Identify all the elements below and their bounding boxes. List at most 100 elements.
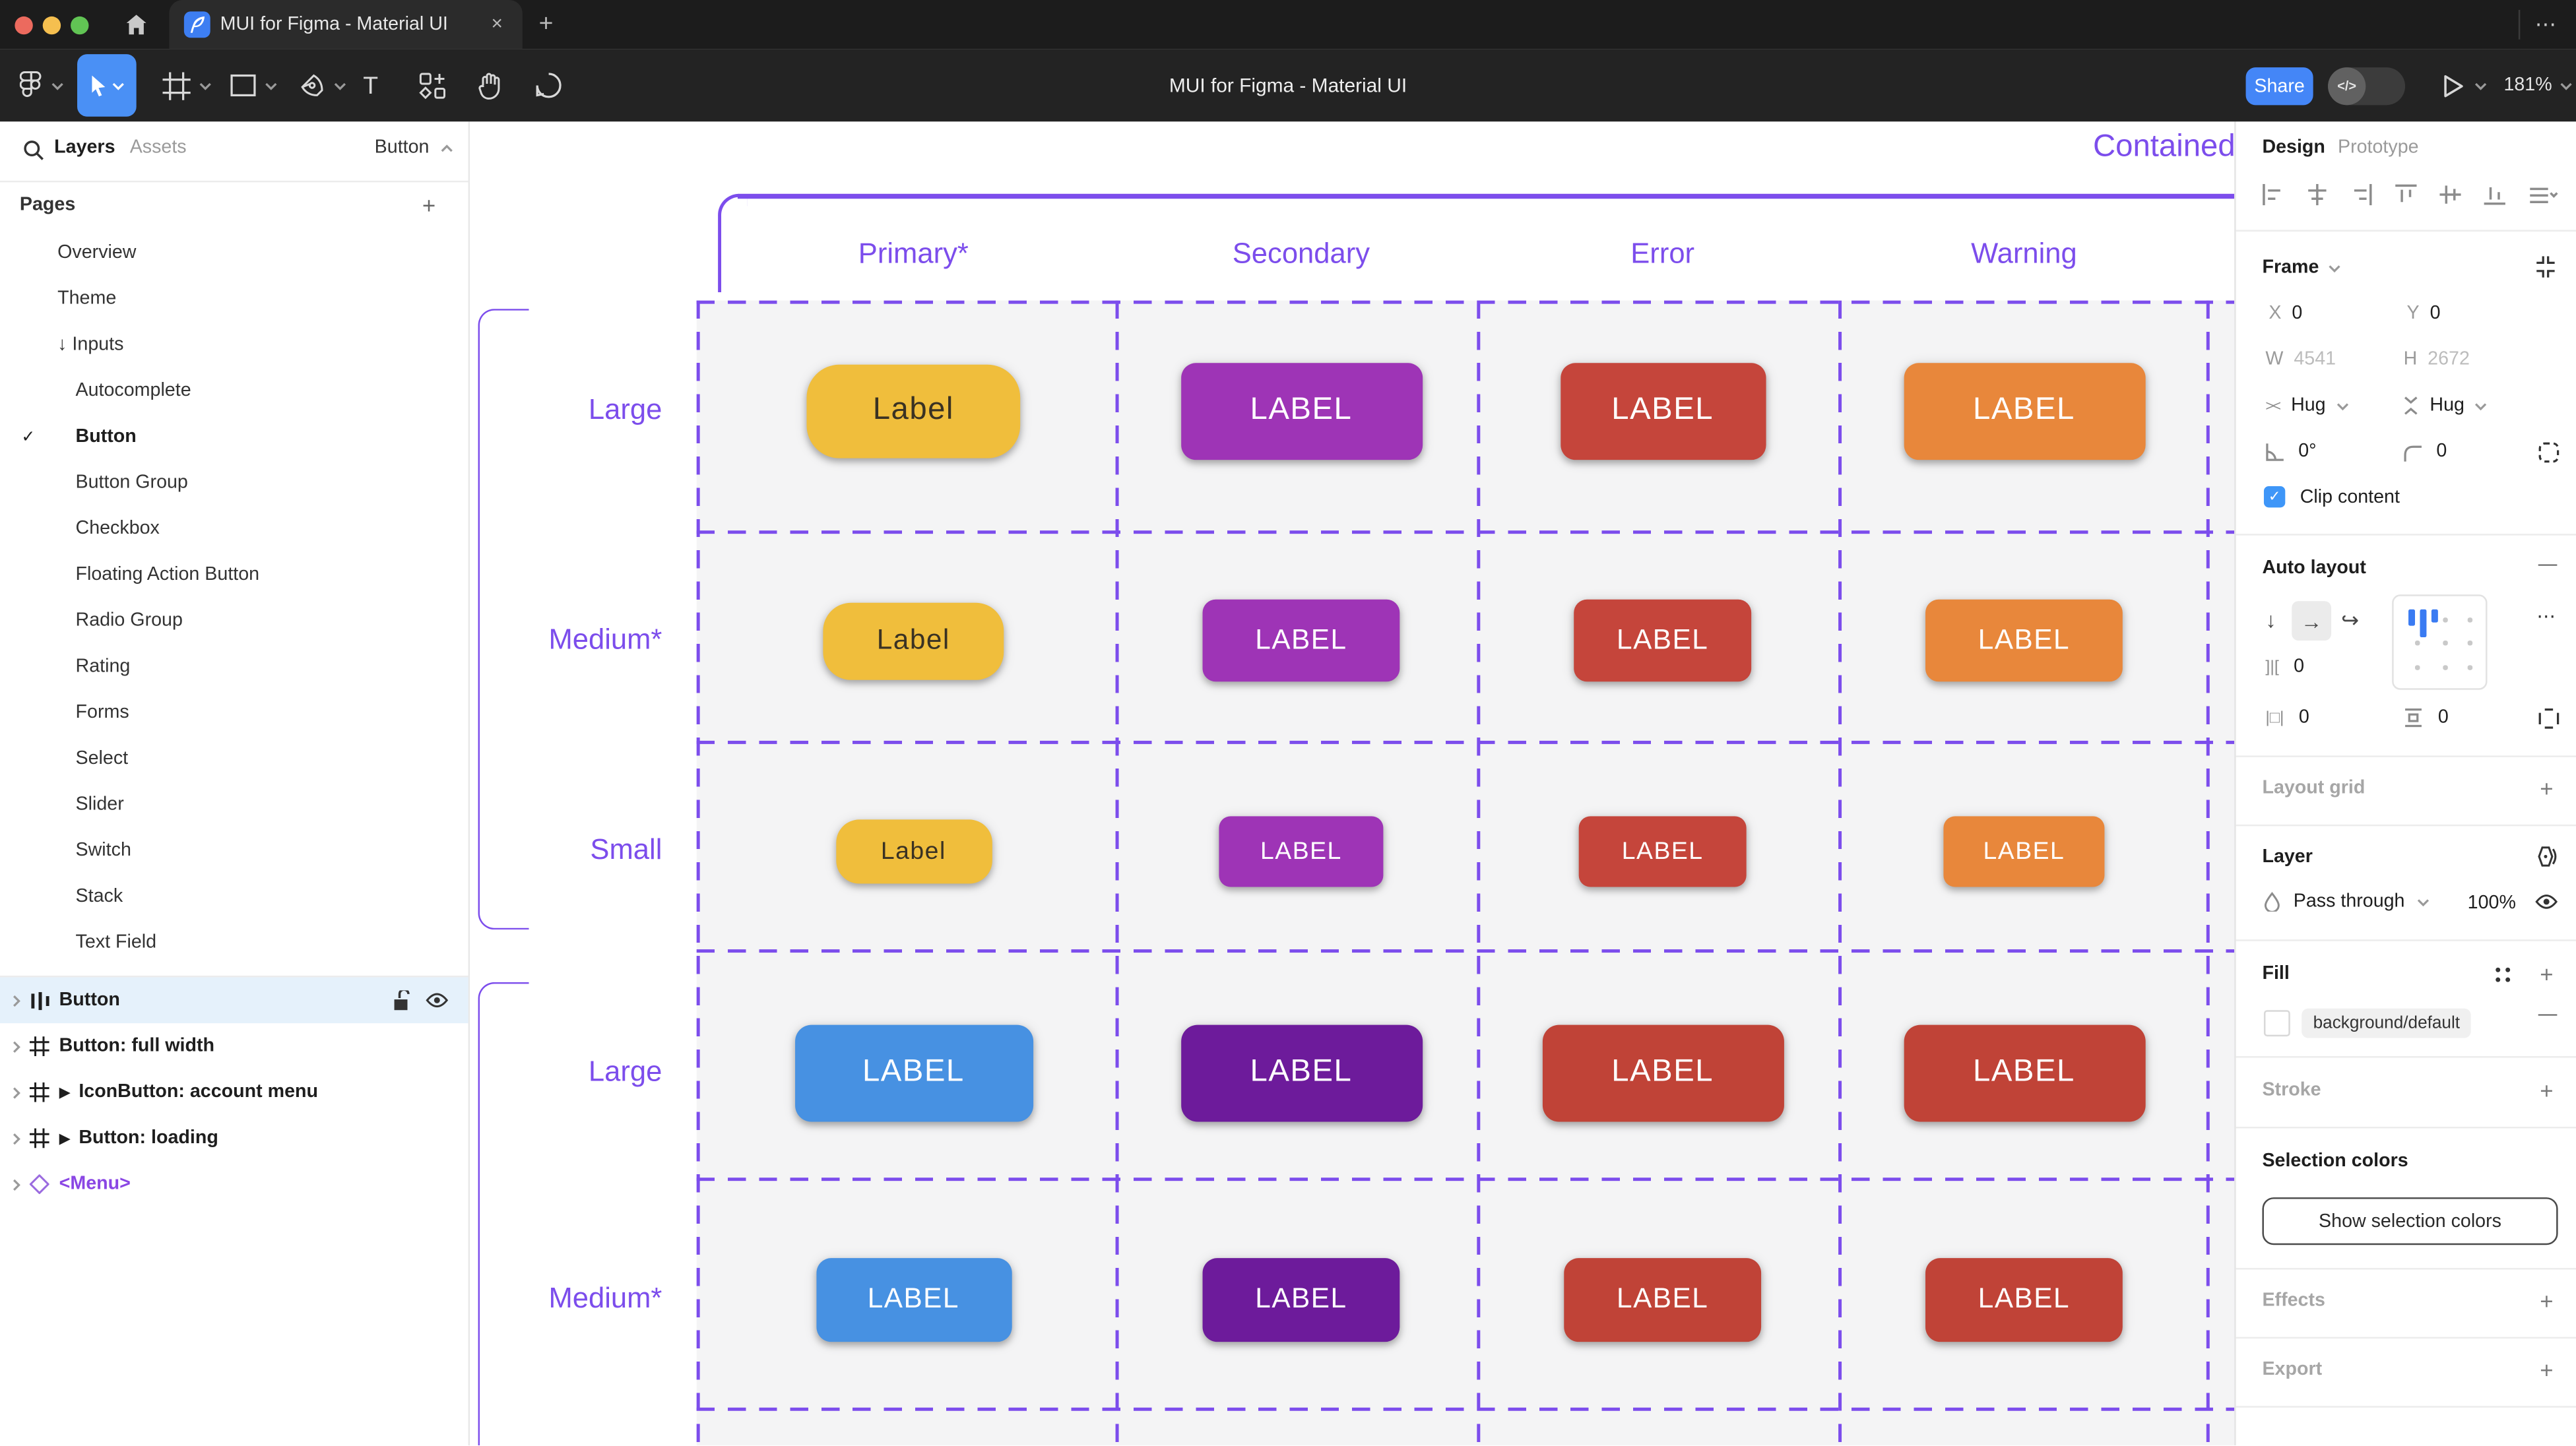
frame-title-label[interactable]: Contained — [2093, 129, 2236, 164]
layer-item-button-full-width[interactable]: Button: full width — [0, 1023, 468, 1069]
chevron-right-icon[interactable] — [10, 994, 23, 1006]
frame-tool[interactable] — [162, 49, 212, 122]
add-page-button[interactable]: + — [422, 192, 436, 219]
vertical-padding-field[interactable]: 0 — [2404, 708, 2449, 728]
align-horizontal-center-icon[interactable] — [2307, 183, 2328, 206]
share-button[interactable]: Share — [2245, 67, 2313, 106]
rotation-field[interactable]: 0° — [2265, 442, 2317, 462]
page-item-checkbox[interactable]: Checkbox — [0, 506, 468, 552]
page-item-radio-group[interactable]: Radio Group — [0, 598, 468, 644]
add-effect-button[interactable]: + — [2540, 1288, 2554, 1314]
resources-tool[interactable] — [419, 49, 447, 122]
fill-color-swatch[interactable] — [2263, 1010, 2290, 1037]
hug-height-dropdown[interactable]: Hug — [2404, 396, 2488, 416]
align-vertical-center-icon[interactable] — [2439, 184, 2461, 205]
contained-button[interactable]: LABEL — [1541, 1024, 1784, 1121]
contained-button[interactable]: LABEL — [1903, 1024, 2145, 1121]
main-menu-button[interactable] — [19, 49, 64, 122]
remove-auto-layout-button[interactable]: — — [2538, 555, 2558, 575]
layer-item-button-loading[interactable]: ▶ Button: loading — [0, 1116, 468, 1162]
eye-icon[interactable] — [426, 992, 449, 1009]
layout-horizontal-icon-selected[interactable]: → — [2292, 601, 2332, 641]
comment-tool[interactable] — [536, 49, 562, 122]
dev-mode-toggle[interactable]: </> — [2328, 67, 2406, 106]
contained-button[interactable]: LABEL — [1560, 362, 1766, 459]
row-header[interactable]: Large — [588, 1054, 662, 1088]
column-header-error[interactable]: Error — [1630, 236, 1695, 270]
home-icon[interactable] — [125, 13, 148, 36]
width-field[interactable]: W 4541 — [2265, 350, 2336, 370]
show-selection-colors-button[interactable]: Show selection colors — [2262, 1197, 2558, 1245]
layer-item-button[interactable]: Button — [0, 977, 468, 1024]
remove-fill-button[interactable]: — — [2538, 1005, 2558, 1025]
y-position-field[interactable]: Y 0 — [2406, 303, 2441, 324]
hand-tool[interactable] — [478, 49, 503, 122]
contained-button[interactable]: Label — [835, 819, 992, 883]
component-filter[interactable]: Button — [375, 138, 455, 158]
page-item-autocomplete[interactable]: Autocomplete — [0, 368, 468, 414]
file-tab[interactable]: MUI for Figma - Material UI × — [169, 0, 523, 49]
page-item-forms[interactable]: Forms — [0, 690, 468, 736]
chevron-right-icon[interactable] — [10, 1178, 23, 1190]
new-tab-button[interactable]: + — [538, 9, 554, 38]
clip-content-row[interactable]: ✓ Clip content — [2263, 486, 2400, 508]
contained-button[interactable]: LABEL — [1202, 599, 1400, 682]
horizontal-padding-field[interactable]: |□| 0 — [2265, 708, 2309, 728]
contained-button[interactable]: LABEL — [1180, 1024, 1422, 1121]
row-header[interactable]: Large — [588, 393, 662, 425]
layout-wrap-icon[interactable]: ↩ — [2340, 608, 2360, 633]
layer-visibility-eye-icon[interactable] — [2535, 893, 2558, 910]
chevron-right-icon[interactable] — [10, 1132, 23, 1145]
zoom-window-button[interactable] — [71, 16, 89, 35]
independent-corners-icon[interactable] — [2538, 442, 2560, 463]
opacity-field[interactable]: 100% — [2467, 893, 2516, 914]
row-header[interactable]: Medium* — [548, 622, 662, 656]
contained-button[interactable]: LABEL — [1219, 815, 1384, 887]
minimize-window-button[interactable] — [42, 16, 61, 35]
close-window-button[interactable] — [15, 16, 33, 35]
gap-field[interactable]: ]|[ 0 — [2265, 656, 2305, 677]
chevron-right-icon[interactable] — [10, 1040, 23, 1052]
contained-button[interactable]: Label — [823, 602, 1004, 679]
page-item-overview[interactable]: Overview — [0, 230, 468, 276]
blend-mode-icon[interactable] — [2536, 846, 2560, 867]
collapse-frame-icon[interactable] — [2535, 256, 2556, 278]
page-item-theme[interactable]: Theme — [0, 276, 468, 322]
page-item-stack[interactable]: Stack — [0, 874, 468, 920]
align-top-icon[interactable] — [2395, 184, 2417, 205]
page-item-button[interactable]: ✓ Button — [0, 414, 468, 460]
layer-item-iconbutton-account-menu[interactable]: ▶ IconButton: account menu — [0, 1069, 468, 1116]
add-export-button[interactable]: + — [2540, 1356, 2554, 1383]
search-icon[interactable] — [23, 140, 44, 161]
chevron-right-icon[interactable] — [10, 1086, 23, 1098]
auto-layout-alignment-widget[interactable] — [2392, 594, 2488, 690]
auto-layout-more-button[interactable]: ⋯ — [2536, 608, 2556, 628]
contained-button[interactable]: LABEL — [794, 1024, 1033, 1121]
column-header-primary[interactable]: Primary* — [858, 236, 969, 270]
tab-design[interactable]: Design — [2262, 138, 2325, 158]
column-header-secondary[interactable]: Secondary — [1232, 236, 1370, 270]
contained-button[interactable]: LABEL — [1564, 1257, 1762, 1341]
row-header[interactable]: Medium* — [548, 1281, 662, 1314]
contained-button[interactable]: LABEL — [1903, 362, 2145, 459]
height-field[interactable]: H 2672 — [2403, 350, 2470, 370]
text-tool[interactable]: T — [363, 71, 379, 100]
add-layout-grid-button[interactable]: + — [2540, 775, 2554, 802]
page-item-select[interactable]: Select — [0, 736, 468, 782]
frame-section-title[interactable]: Frame — [2262, 258, 2340, 278]
column-header-warning[interactable]: Warning — [1971, 236, 2077, 270]
add-fill-button[interactable]: + — [2540, 960, 2554, 988]
corner-radius-field[interactable]: 0 — [2404, 442, 2447, 462]
contained-button[interactable]: LABEL — [1925, 599, 2123, 682]
move-tool-selected[interactable] — [77, 54, 137, 117]
tab-prototype[interactable]: Prototype — [2337, 138, 2419, 158]
contained-button[interactable]: LABEL — [1943, 815, 2105, 887]
contained-button[interactable]: LABEL — [1578, 815, 1747, 887]
x-position-field[interactable]: X 0 — [2269, 303, 2303, 324]
contained-button[interactable]: LABEL — [816, 1257, 1012, 1341]
layout-vertical-icon[interactable]: ↓ — [2265, 608, 2276, 633]
fill-token-chip[interactable]: background/default — [2302, 1008, 2472, 1038]
layer-item--menu-[interactable]: <Menu> — [0, 1161, 468, 1207]
align-right-icon[interactable] — [2351, 183, 2372, 206]
present-button[interactable] — [2443, 49, 2487, 122]
